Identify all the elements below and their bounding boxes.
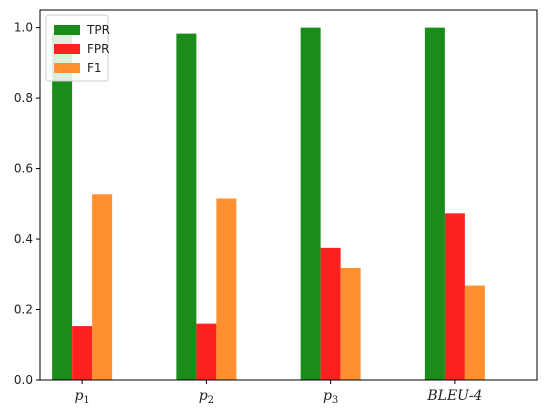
- x-tick-label-2: p2: [199, 388, 214, 406]
- legend-swatch-fpr: [54, 44, 80, 54]
- legend: TPR FPR F1: [45, 14, 110, 82]
- y-tick-label: 0.2: [14, 303, 33, 317]
- legend-label-tpr: TPR: [86, 23, 110, 37]
- y-tick-label: 0.4: [14, 232, 33, 246]
- bar-tpr-3: [300, 27, 321, 380]
- x-tick-label-subscript: 1: [83, 395, 89, 406]
- x-tick-label-base: BLEU-4: [426, 388, 482, 404]
- y-tick-label: 0.6: [14, 162, 33, 176]
- bar-f1-1: [92, 194, 113, 380]
- x-tick-label-4: BLEU-4: [426, 388, 482, 404]
- y-tick-label: 1.0: [14, 21, 33, 35]
- legend-swatch-f1: [54, 63, 80, 73]
- y-axis: 0.0 0.2 0.4 0.6 0.8 1.0: [14, 21, 40, 387]
- plot-frame: [39, 9, 538, 381]
- bar-fpr-3: [320, 247, 341, 380]
- x-axis: p1 p2 p3 BLEU-4: [74, 380, 482, 406]
- bar-tpr-2: [176, 33, 197, 380]
- bar-f1-2: [216, 198, 237, 380]
- bar-f1-3: [340, 267, 361, 380]
- x-tick-label-base: p: [199, 388, 208, 404]
- legend-swatch-tpr: [54, 25, 80, 35]
- x-tick-label-subscript: 3: [332, 395, 338, 406]
- bar-f1-4: [464, 285, 485, 380]
- x-tick-label-1: p1: [74, 388, 89, 406]
- bars-group: [52, 27, 485, 381]
- legend-label-fpr: FPR: [87, 42, 109, 56]
- bar-tpr-4: [424, 27, 445, 380]
- x-tick-label-base: p: [74, 388, 83, 404]
- bar-tpr-1: [52, 32, 73, 381]
- bar-fpr-2: [196, 323, 217, 380]
- bar-fpr-4: [444, 213, 465, 380]
- bar-fpr-1: [72, 326, 93, 380]
- x-tick-label-subscript: 2: [208, 395, 214, 406]
- y-tick-label: 0.0: [14, 373, 33, 387]
- y-tick-label: 0.8: [14, 91, 33, 105]
- legend-label-f1: F1: [87, 61, 102, 75]
- x-tick-label-base: p: [323, 388, 332, 404]
- x-tick-label-3: p3: [323, 388, 338, 406]
